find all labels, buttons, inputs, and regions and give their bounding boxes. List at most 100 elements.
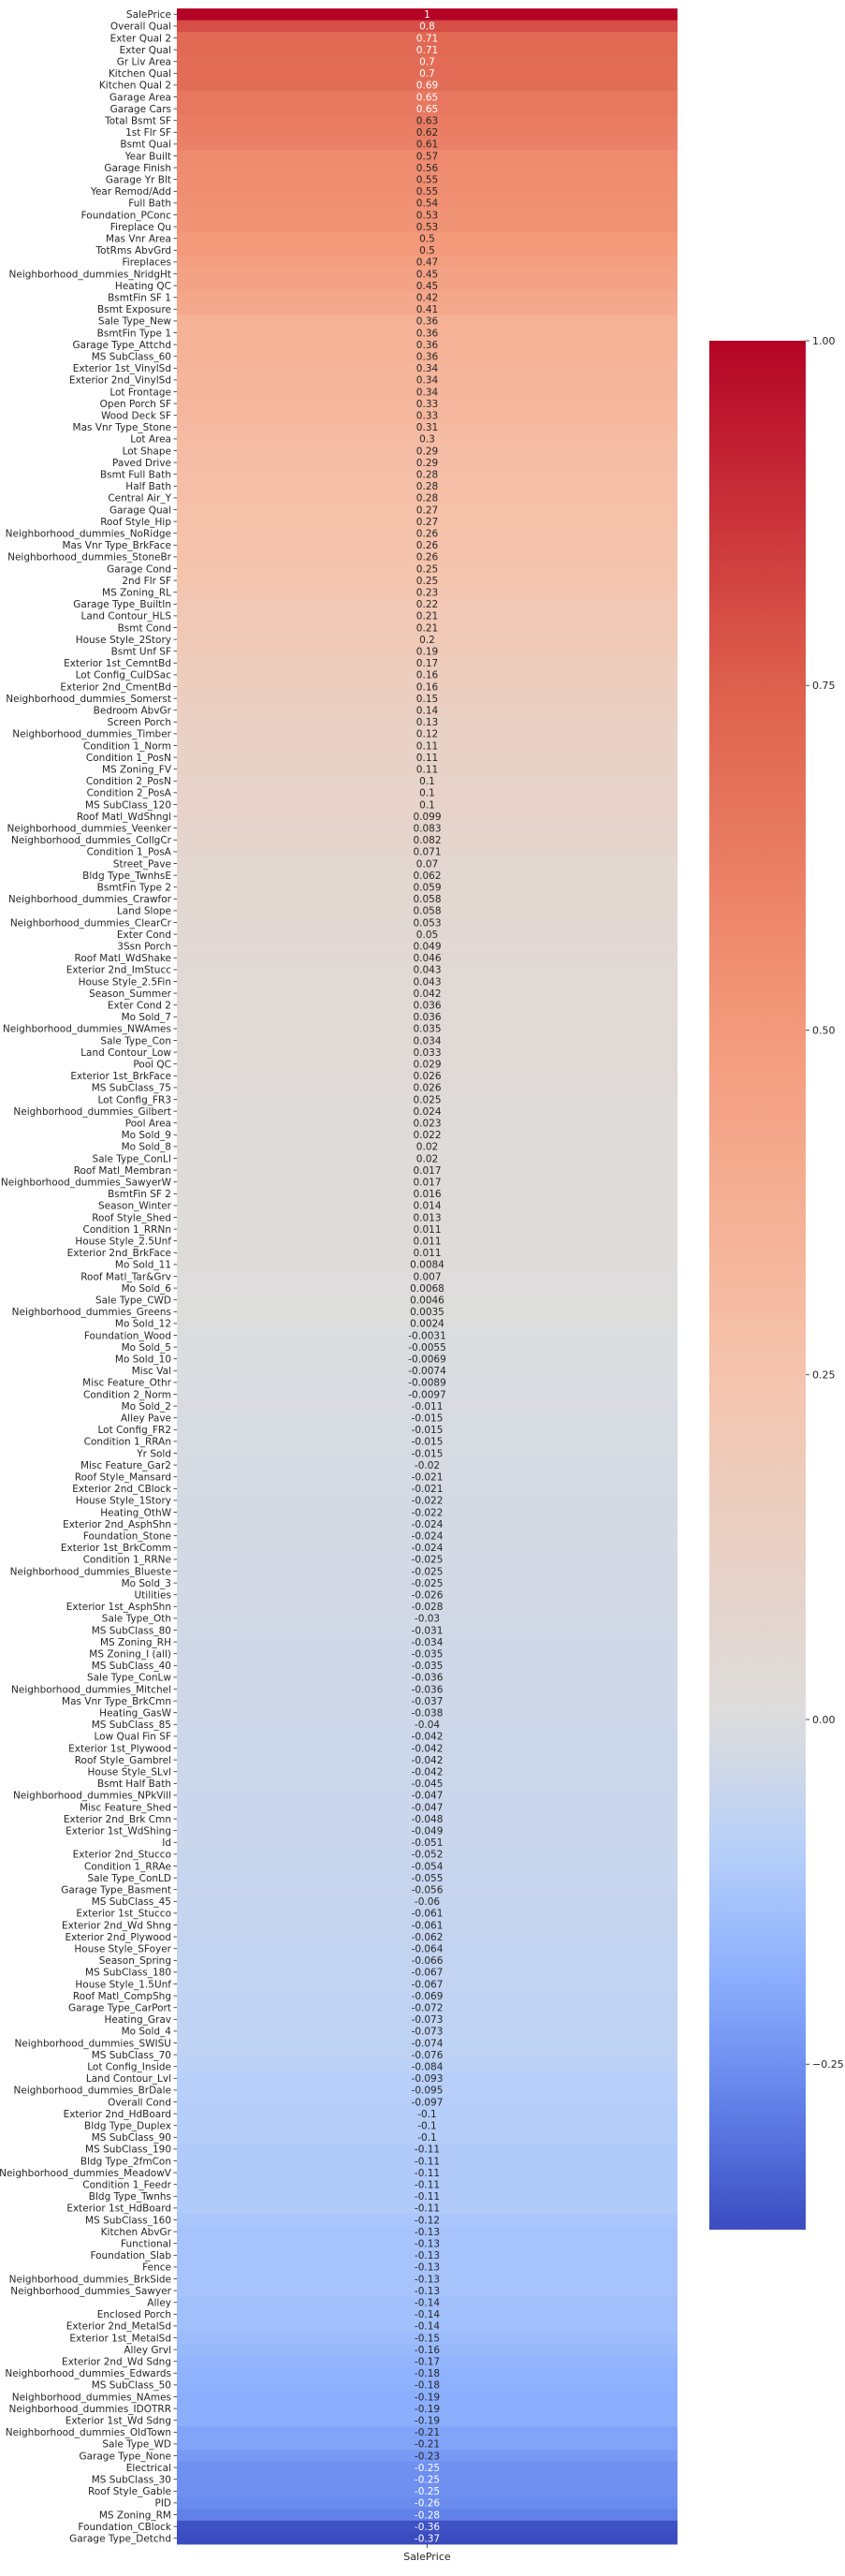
heatmap-cell (177, 1601, 677, 1613)
heatmap-cell (177, 1258, 677, 1271)
cell-value-label: 0.65 (416, 104, 438, 115)
row-label: Yr Sold (136, 1448, 171, 1459)
row-label: House Style_SFoyer (74, 1944, 171, 1955)
heatmap-cell (177, 1435, 677, 1448)
row-label: Bsmt Exposure (97, 304, 171, 315)
heatmap-cell (177, 1235, 677, 1248)
heatmap-cell (177, 609, 677, 622)
cell-value-label: 0.29 (416, 458, 438, 469)
heatmap-cell (177, 2190, 677, 2203)
cell-value-label: -0.051 (412, 1837, 444, 1849)
cell-value-label: -0.028 (412, 1602, 444, 1613)
heatmap-cell (177, 2355, 677, 2368)
row-label: Exterior 1st_Stucco (76, 1909, 171, 1920)
heatmap-cell (177, 751, 677, 764)
heatmap-cell (177, 2048, 677, 2061)
row-label: Neighborhood_dummies_NAmes (12, 2392, 171, 2403)
heatmap-cell (177, 1919, 677, 1932)
row-label: Land Slope (117, 906, 171, 917)
row-label: MS Zoning_FV (102, 765, 172, 776)
row-label: Low Qual Fin SF (94, 1732, 171, 1743)
heatmap-cell (177, 2013, 677, 2026)
cell-value-label: -0.015 (412, 1425, 444, 1436)
heatmap-cell (177, 775, 677, 787)
row-label: Roof Matl_Membran (74, 1165, 171, 1177)
row-label: Mo Sold_2 (122, 1401, 171, 1412)
heatmap-cell (177, 1871, 677, 1884)
row-label: BsmtFin Type 1 (97, 328, 171, 339)
heatmap-cell (177, 55, 677, 68)
cell-value-label: -0.056 (412, 1885, 444, 1896)
heatmap-cell (177, 681, 677, 694)
row-label: Misc Feature_Gar2 (80, 1460, 171, 1471)
cell-value-label: 0.058 (413, 894, 441, 905)
row-label: Mo Sold_11 (115, 1260, 171, 1271)
row-label: PID (154, 2498, 171, 2510)
heatmap-cell (177, 704, 677, 717)
row-label: House Style_2.5Unf (75, 1237, 171, 1248)
row-label: Screen Porch (108, 717, 171, 728)
heatmap-cell (177, 2178, 677, 2191)
heatmap-cell (177, 940, 677, 953)
row-label: Bldg Type_TwnhsE (82, 871, 171, 882)
cell-value-label: -0.042 (412, 1743, 444, 1754)
heatmap-cell (177, 2107, 677, 2120)
row-label: Condition 2_PosN (86, 776, 171, 787)
heatmap-cell (177, 716, 677, 728)
heatmap-cell (177, 563, 677, 576)
cell-value-label: -0.042 (412, 1732, 444, 1743)
heatmap-cell (177, 1447, 677, 1460)
cell-value-label: 0.62 (416, 127, 438, 139)
heatmap-cell (177, 2509, 677, 2522)
cell-value-label: -0.025 (412, 1578, 444, 1589)
heatmap-cell (177, 1671, 677, 1684)
row-label: Mo Sold_9 (122, 1130, 171, 1141)
cell-value-label: -0.21 (415, 2427, 440, 2438)
row-label: Sale Type_CWD (95, 1295, 171, 1307)
cell-value-label: -0.052 (412, 1850, 444, 1861)
cell-value-label: 0.12 (416, 729, 438, 740)
row-label: Condition 2_Norm (83, 1389, 171, 1400)
cell-value-label: 0.21 (416, 622, 438, 634)
colorbar-tick-label: 1.00 (812, 335, 836, 347)
row-label: Mo Sold_5 (122, 1342, 171, 1354)
row-label: Bsmt Half Bath (97, 1778, 171, 1790)
cell-value-label: -0.024 (412, 1531, 444, 1543)
cell-value-label: 0.28 (416, 470, 438, 481)
cell-value-label: 0.11 (416, 740, 438, 752)
heatmap-cell (177, 409, 677, 422)
cell-value-label: 0.035 (413, 1024, 441, 1035)
row-label: Exter Cond (117, 929, 171, 941)
row-label: Foundation_Stone (83, 1531, 171, 1543)
cell-value-label: 0.046 (413, 953, 441, 964)
row-label: Land Contour_HLS (80, 611, 171, 622)
cell-value-label: 0.099 (413, 812, 441, 823)
cell-value-label: -0.036 (412, 1684, 444, 1695)
row-label: Wood Deck SF (101, 411, 171, 422)
row-label: Neighborhood_dummies_OldTown (6, 2427, 171, 2438)
heatmap-cell (177, 2332, 677, 2345)
cell-value-label: -0.072 (412, 2003, 444, 2014)
row-label: Garage Type_Basment (61, 1885, 171, 1896)
cell-value-label: -0.02 (415, 1460, 440, 1471)
row-label: BsmtFin SF 1 (108, 293, 171, 304)
row-label: Roof Matl_WdShngl (77, 812, 171, 823)
heatmap-cell (177, 1022, 677, 1035)
cell-value-label: 0.45 (416, 281, 438, 292)
heatmap-cell (177, 586, 677, 599)
cell-value-label: -0.045 (412, 1778, 444, 1790)
cell-value-label: 0.5 (419, 245, 435, 256)
heatmap-cell (177, 1399, 677, 1412)
cell-value-label: 0.33 (416, 411, 438, 422)
row-label: Lot Config_Inside (87, 2062, 171, 2073)
row-label: Heating_Grav (105, 2014, 172, 2026)
heatmap-cell (177, 315, 677, 328)
row-label: House Style_2.5Fin (79, 976, 171, 988)
heatmap-cell (177, 2143, 677, 2156)
heatmap-cell (177, 1635, 677, 1648)
row-label: Neighborhood_dummies_SWISU (14, 2038, 171, 2049)
heatmap-cell (177, 197, 677, 210)
heatmap-cell (177, 1140, 677, 1153)
heatmap-cell (177, 20, 677, 33)
cell-value-label: -0.061 (412, 1920, 444, 1931)
